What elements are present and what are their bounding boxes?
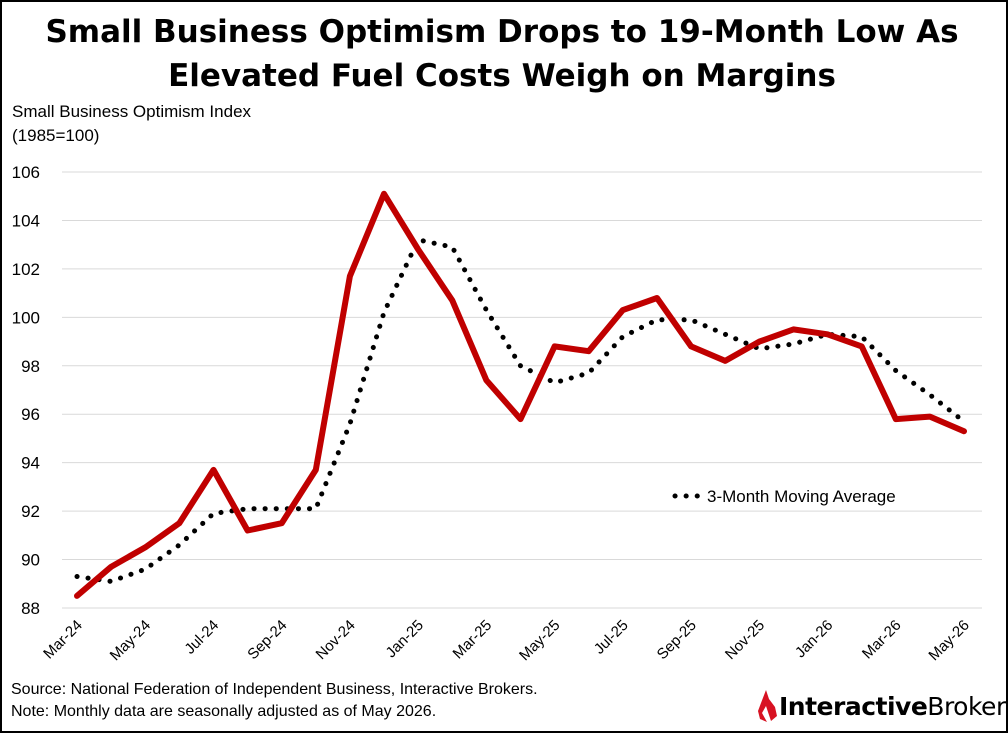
x-tick-label: May-26 bbox=[925, 617, 972, 664]
x-tick-label: May-24 bbox=[107, 617, 154, 664]
brand-name-bold: Interactive bbox=[779, 691, 928, 721]
x-tick-label: Jan-26 bbox=[792, 617, 836, 661]
x-axis-ticks: Mar-24 May-24 Jul-24 Sep-24 Nov-24 Jan-25 Mar-… bbox=[40, 617, 973, 664]
brand-flame-icon bbox=[758, 690, 777, 722]
x-tick-label: Nov-25 bbox=[722, 617, 768, 663]
x-tick-label: Mar-26 bbox=[859, 617, 905, 663]
x-tick-label: Nov-24 bbox=[313, 617, 359, 663]
x-tick-label: Jul-25 bbox=[591, 617, 632, 658]
x-tick-label: Sep-24 bbox=[244, 617, 290, 663]
y-tick-label: 104 bbox=[12, 211, 40, 230]
data-note: Note: Monthly data are seasonally adjust… bbox=[11, 703, 437, 720]
y-tick-label: 92 bbox=[21, 502, 40, 521]
legend-label-moving-average: 3-Month Moving Average bbox=[707, 487, 896, 506]
y-tick-label: 88 bbox=[21, 599, 40, 618]
legend: 3-Month Moving Average bbox=[672, 487, 896, 506]
gridlines bbox=[62, 171, 982, 609]
x-tick-label: Jul-24 bbox=[181, 617, 222, 658]
x-tick-label: May-25 bbox=[516, 617, 563, 664]
series-line-moving-average bbox=[74, 237, 967, 584]
series-line-index bbox=[74, 190, 967, 599]
y-axis-label-line-1: Small Business Optimism Index bbox=[12, 102, 252, 121]
title-line-1: Small Business Optimism Drops to 19-Mont… bbox=[45, 14, 959, 50]
chart-title: Small Business Optimism Drops to 19-Mont… bbox=[0, 10, 1004, 98]
y-tick-label: 106 bbox=[12, 163, 40, 182]
y-tick-label: 102 bbox=[12, 260, 40, 279]
y-axis-label: Small Business Optimism Index (1985=100) bbox=[12, 100, 251, 148]
y-tick-label: 90 bbox=[21, 551, 40, 570]
x-tick-label: Sep-25 bbox=[654, 617, 700, 663]
x-tick-label: Jan-25 bbox=[383, 617, 427, 661]
y-tick-label: 94 bbox=[21, 454, 40, 473]
source-note: Source: National Federation of Independe… bbox=[11, 681, 538, 698]
title-line-2: Elevated Fuel Costs Weigh on Margins bbox=[168, 58, 836, 94]
y-tick-label: 100 bbox=[12, 308, 40, 327]
footnotes: Source: National Federation of Independe… bbox=[11, 679, 538, 723]
brand-name-regular: Brokers bbox=[927, 691, 1008, 721]
y-tick-label: 98 bbox=[21, 357, 40, 376]
y-axis-label-line-2: (1985=100) bbox=[12, 126, 100, 145]
series-group bbox=[74, 190, 967, 599]
x-tick-label: Mar-25 bbox=[450, 617, 496, 663]
y-axis-ticks: 88 90 92 94 96 98 100 102 104 106 bbox=[12, 163, 40, 618]
y-tick-label: 96 bbox=[21, 405, 40, 424]
x-tick-label: Mar-24 bbox=[40, 617, 86, 663]
